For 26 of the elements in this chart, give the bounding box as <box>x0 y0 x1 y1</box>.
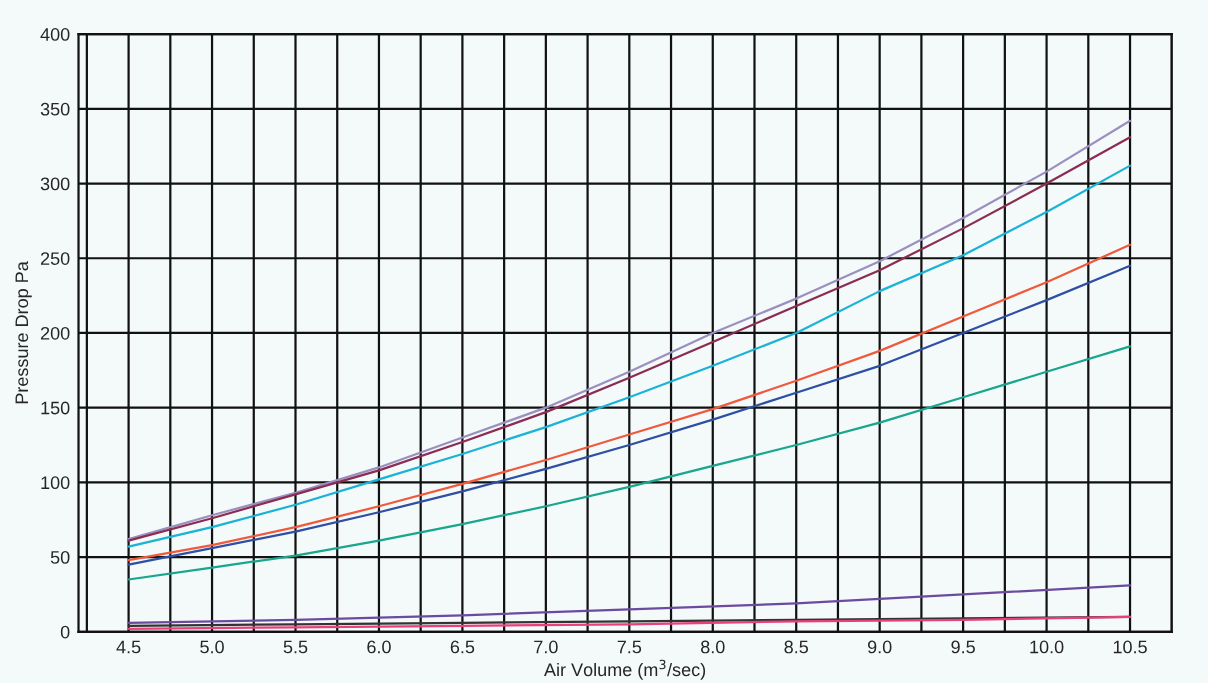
y-tick-label: 250 <box>40 252 70 265</box>
x-tick-label: 5.5 <box>283 640 308 654</box>
y-tick-label: 300 <box>40 177 70 191</box>
x-axis-title: Air Volume (m$^{3}$/sec) <box>544 659 706 680</box>
x-tick-label: 7.0 <box>534 640 558 654</box>
y-tick-label: 150 <box>41 401 70 415</box>
y-tick-label: 400 <box>40 28 70 41</box>
x-tick-label: 6.5 <box>450 640 475 654</box>
x-tick-label: 7.5 <box>617 640 642 654</box>
line-series <box>127 345 1132 581</box>
y-tick-label: 100 <box>41 476 70 490</box>
x-tick-label: 8.5 <box>784 640 809 654</box>
y-tick-label: 200 <box>40 326 70 340</box>
x-tick-label: 8.0 <box>701 640 725 654</box>
y-tick-label: 50 <box>50 551 70 564</box>
x-tick-label: 6.0 <box>367 640 391 654</box>
line-series <box>127 584 1132 624</box>
x-tick-label: 10.5 <box>1113 640 1147 654</box>
y-tick-label: 0 <box>60 625 70 639</box>
x-tick-label: 5.0 <box>200 640 224 654</box>
x-tick-label: 9.5 <box>951 640 975 654</box>
x-tick-label: 10.0 <box>1030 640 1064 654</box>
y-axis-title: Pressure Drop Pa <box>15 261 32 404</box>
y-tick-label: 350 <box>40 102 70 116</box>
x-tick-label: 9.0 <box>867 640 892 654</box>
x-tick-label: 4.5 <box>116 640 141 654</box>
